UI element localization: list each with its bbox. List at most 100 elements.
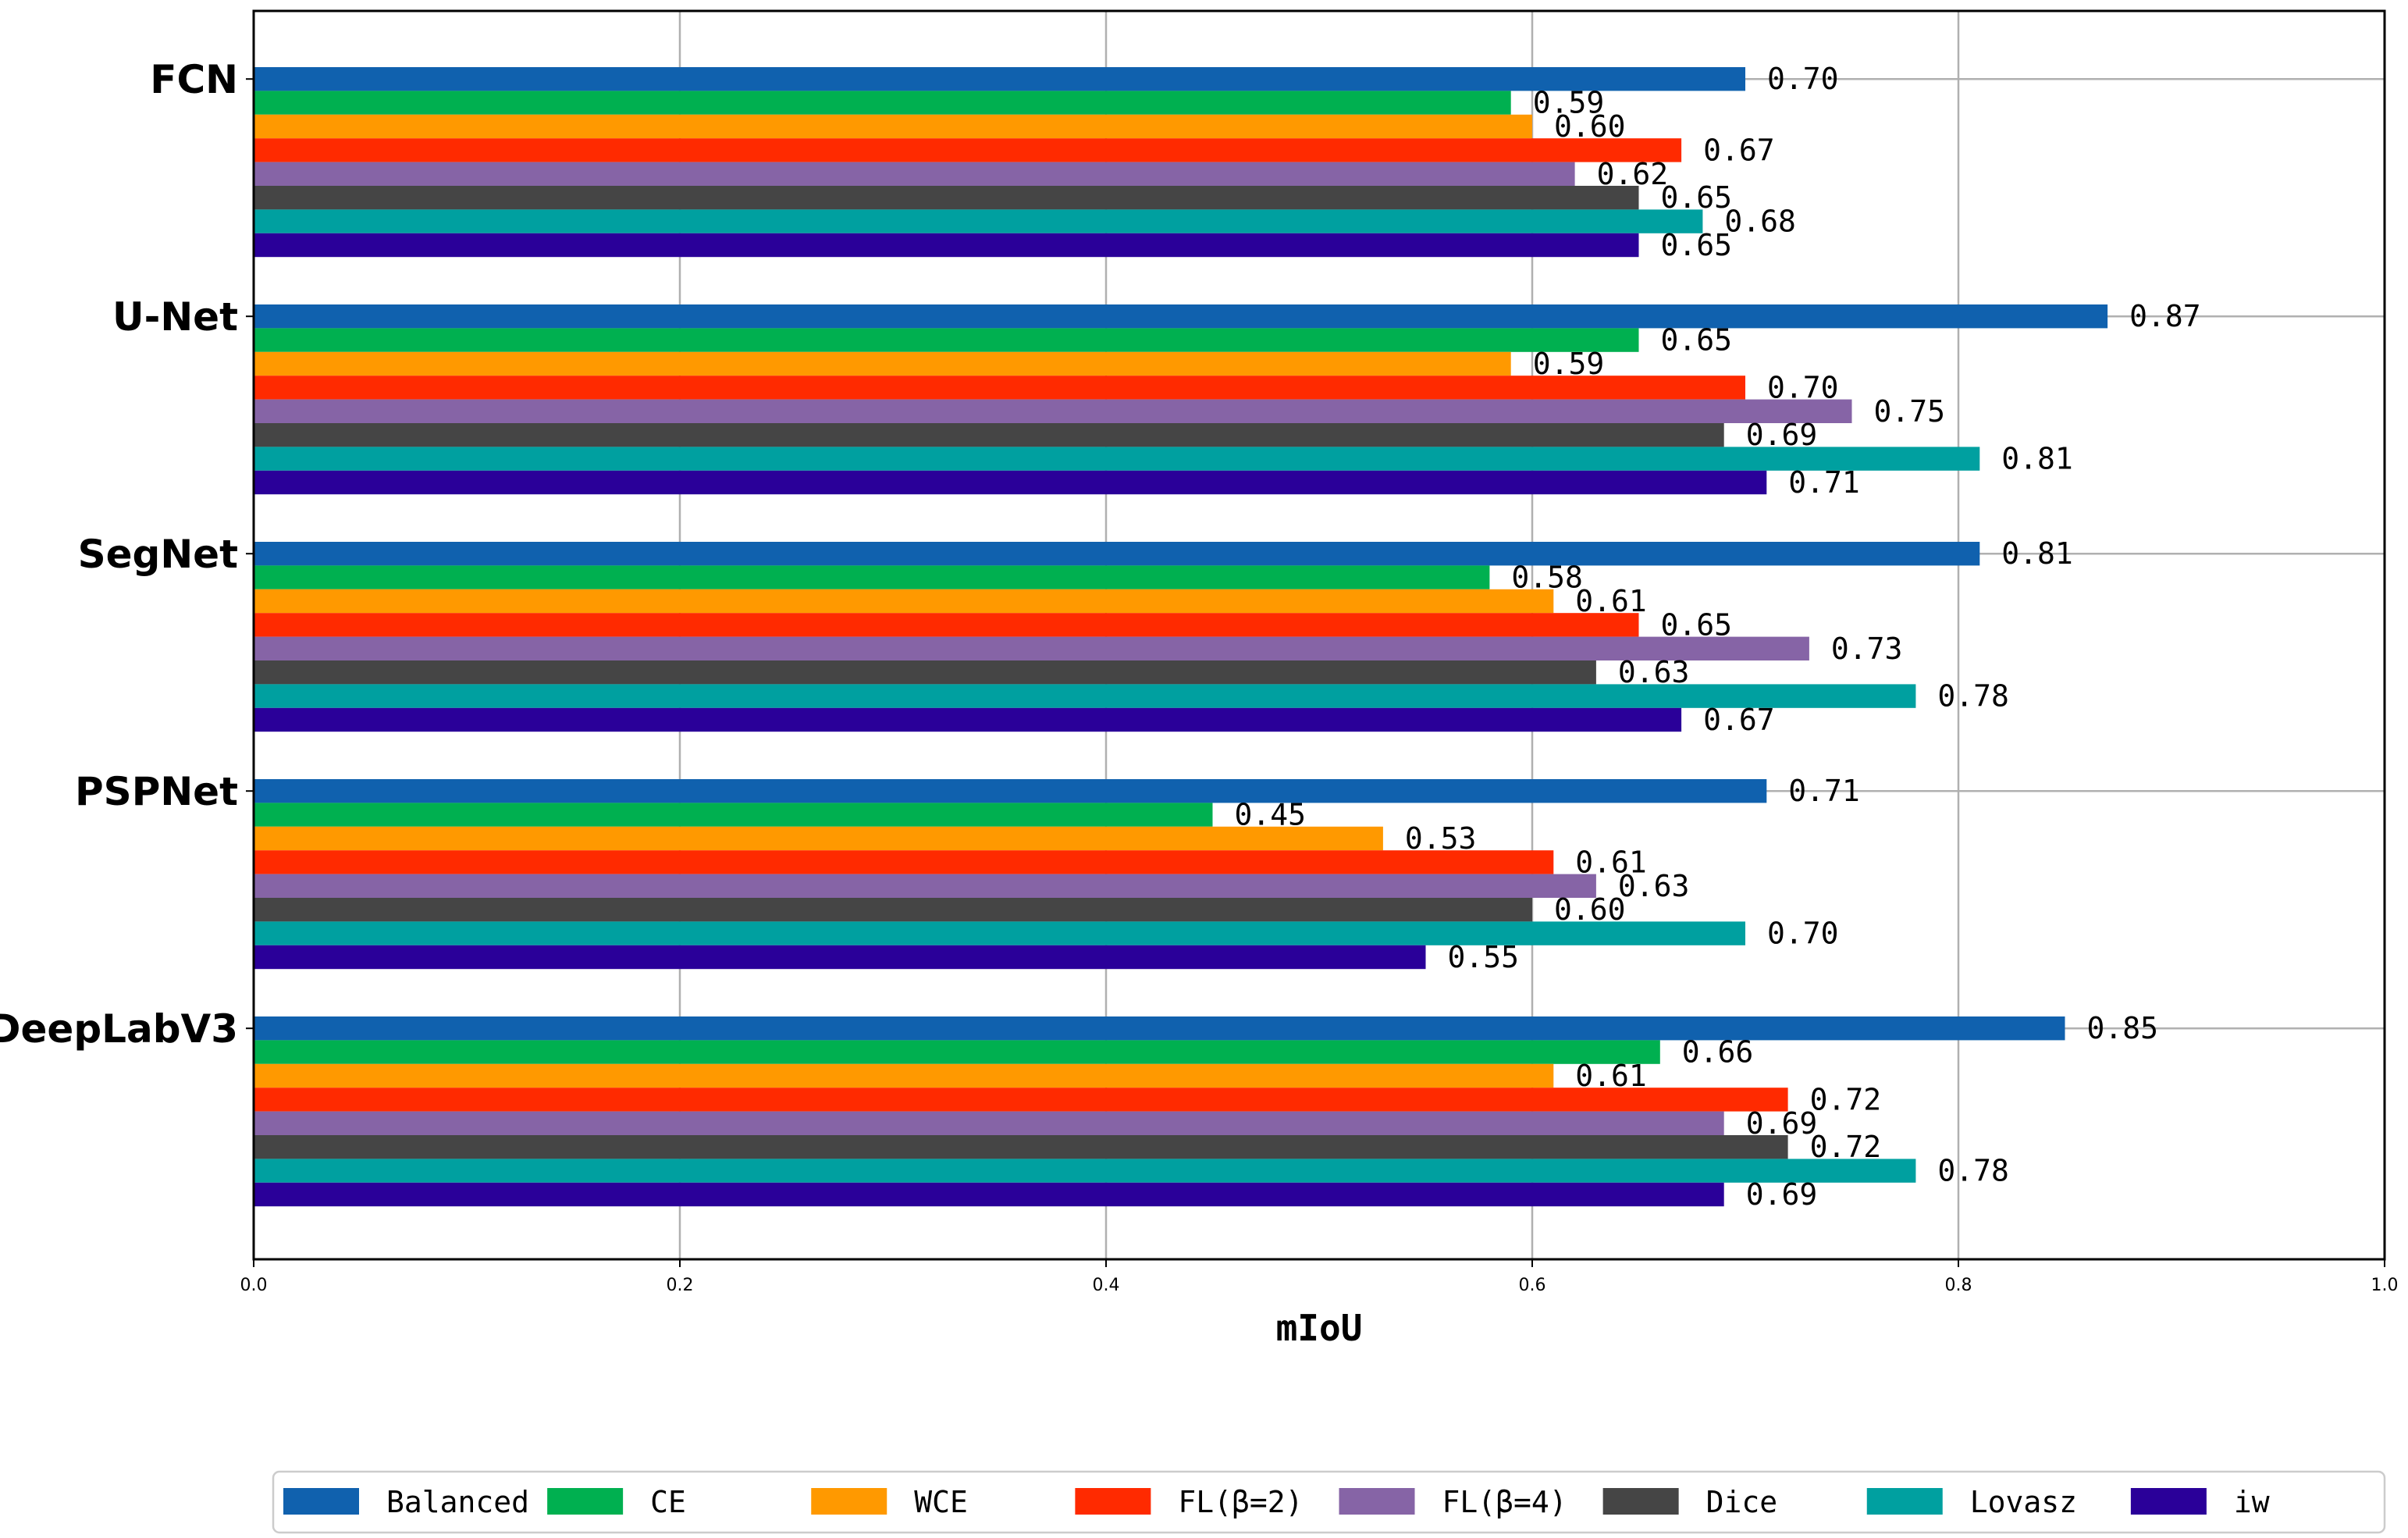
- data-label: 0.59: [1533, 86, 1605, 120]
- legend-label: Dice: [1706, 1485, 1778, 1519]
- data-label: 0.45: [1235, 798, 1307, 832]
- data-label: 0.69: [1746, 1177, 1818, 1212]
- legend: Balanced Loss CE WCE FL(β=2) FL(β=4) Dice Lova…: [272, 1470, 2386, 1534]
- bar: [254, 826, 1383, 851]
- data-label: 0.62: [1597, 157, 1669, 191]
- bar: [254, 660, 1596, 685]
- data-label: 0.85: [2087, 1011, 2159, 1045]
- y-tick-label: FCN: [150, 57, 238, 102]
- legend-label: WCE: [914, 1485, 968, 1519]
- bar-groups: 0.700.590.600.670.620.650.680.650.870.65…: [254, 62, 2201, 1212]
- x-tick-label: 1.0: [2371, 1276, 2399, 1295]
- bar: [254, 351, 1511, 376]
- bar: [254, 67, 1745, 91]
- bar: [254, 447, 1980, 471]
- x-tick-label: 0.8: [1945, 1276, 1972, 1295]
- bar: [254, 304, 2108, 329]
- bar: [254, 613, 1639, 637]
- data-label: 0.81: [2001, 442, 2073, 476]
- y-tick-label: PSPNet: [75, 769, 238, 814]
- bar: [254, 470, 1767, 495]
- data-label: 0.63: [1618, 869, 1690, 903]
- bar: [254, 684, 1916, 708]
- bar: [254, 423, 1724, 447]
- bar: [254, 945, 1426, 970]
- x-axis-ticks: 0.0 0.2 0.4 0.6 0.8 1.0: [240, 1259, 2399, 1295]
- data-label: 0.72: [1810, 1130, 1882, 1164]
- bar: [254, 1040, 1660, 1064]
- bar: [254, 779, 1767, 803]
- data-label: 0.65: [1661, 323, 1733, 358]
- legend-swatch: [1075, 1488, 1151, 1515]
- data-label: 0.61: [1575, 584, 1647, 618]
- data-label: 0.71: [1788, 465, 1860, 500]
- bar: [254, 1159, 1916, 1183]
- data-label: 0.73: [1831, 632, 1903, 666]
- y-tick-label: U-Net: [112, 294, 238, 340]
- data-label: 0.81: [2001, 536, 2073, 571]
- bar: [254, 542, 1980, 566]
- legend-swatch: [283, 1488, 359, 1515]
- data-label: 0.65: [1661, 607, 1733, 642]
- data-label: 0.61: [1575, 845, 1647, 879]
- bar: [254, 565, 1490, 589]
- bar: [254, 589, 1554, 614]
- bar: [254, 399, 1852, 423]
- x-tick-label: 0.4: [1093, 1276, 1120, 1295]
- data-label: 0.53: [1405, 821, 1477, 856]
- bar: [254, 636, 1809, 660]
- data-label: 0.72: [1810, 1082, 1882, 1116]
- y-tick-label: SegNet: [78, 532, 238, 577]
- bar: [254, 1063, 1554, 1088]
- data-label: 0.59: [1533, 347, 1605, 381]
- y-axis-ticks: FCN U-Net SegNet PSPNet DeepLabV3: [0, 57, 254, 1052]
- data-label: 0.60: [1554, 109, 1626, 144]
- legend-label: iw: [2234, 1485, 2270, 1519]
- legend-swatch: [811, 1488, 887, 1515]
- bar: [254, 162, 1575, 186]
- bar: [254, 138, 1682, 162]
- bar: [254, 91, 1511, 115]
- data-label: 0.69: [1746, 1106, 1818, 1141]
- data-label: 0.55: [1448, 940, 1520, 974]
- bar: [254, 874, 1596, 898]
- legend-label: FL(β=4): [1442, 1485, 1567, 1519]
- bar: [254, 1182, 1724, 1207]
- legend-box: [272, 1470, 2386, 1534]
- legend-label: CE: [650, 1485, 686, 1519]
- data-label: 0.75: [1874, 394, 1946, 429]
- data-label: 0.70: [1767, 917, 1839, 951]
- data-label: 0.65: [1661, 180, 1733, 215]
- bar: [254, 1135, 1788, 1159]
- data-label: 0.67: [1703, 703, 1775, 737]
- data-label: 0.70: [1767, 62, 1839, 96]
- bar: [254, 114, 1532, 139]
- bar: [254, 921, 1745, 945]
- data-label: 0.70: [1767, 370, 1839, 404]
- legend-label: FL(β=2): [1178, 1485, 1303, 1519]
- bar: [254, 850, 1554, 874]
- legend-swatch: [1602, 1488, 1679, 1515]
- bar: [254, 803, 1213, 827]
- legend-swatch: [547, 1488, 624, 1515]
- bar: [254, 209, 1703, 233]
- x-tick-label: 0.2: [667, 1276, 694, 1295]
- x-axis-label: mIoU: [1276, 1307, 1363, 1349]
- x-tick-label: 0.0: [240, 1276, 268, 1295]
- data-label: 0.60: [1554, 892, 1626, 927]
- bar: [254, 328, 1639, 352]
- legend-label: Lovasz: [1970, 1485, 2077, 1519]
- data-label: 0.65: [1661, 228, 1733, 262]
- bar: [254, 707, 1682, 732]
- legend-swatch: [1866, 1488, 1943, 1515]
- data-label: 0.69: [1746, 418, 1818, 452]
- bar: [254, 376, 1745, 400]
- data-label: 0.61: [1575, 1059, 1647, 1093]
- bar: [254, 186, 1639, 210]
- bar: [254, 898, 1532, 922]
- legend-swatch: [2130, 1488, 2207, 1515]
- data-label: 0.67: [1703, 133, 1775, 167]
- bar: [254, 1088, 1788, 1112]
- data-label: 0.87: [2129, 299, 2201, 333]
